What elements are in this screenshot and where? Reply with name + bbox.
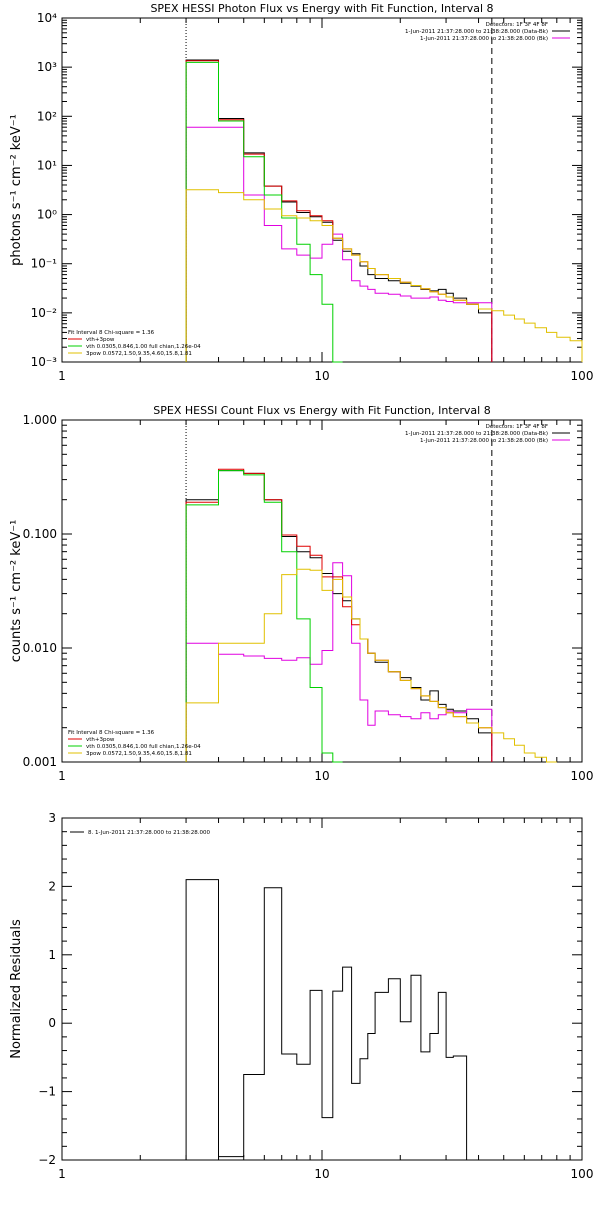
x-tick-label: 1	[58, 369, 66, 383]
legend-bottom-left-text: Fit Interval 8 Chi-square = 1.36	[68, 330, 155, 336]
series-vth	[185, 61, 343, 363]
series-3pow	[185, 189, 583, 362]
y-tick-label: 10³	[37, 60, 57, 74]
legend-top-right-text: 1-Jun-2011 21:37:28.000 to 21:38:28.000 …	[405, 29, 548, 35]
y-tick-label: 10⁴	[37, 11, 57, 25]
y-tick-label: 10⁰	[37, 208, 57, 222]
chart-count: SPEX HESSI Count Flux vs Energy with Fit…	[9, 404, 593, 783]
chart-residuals: 1 10 100 −2 −1 0 1 2 3 Normalized Residuals 8. 1-J…	[9, 811, 593, 1181]
legend-top-right-text: 1-Jun-2011 21:37:28.000 to 21:38:28.000 …	[420, 36, 548, 42]
legend-top-right-text: 1-Jun-2011 21:37:28.000 to 21:38:28.000 …	[405, 431, 548, 437]
legend-top-right-text: 1-Jun-2011 21:37:28.000 to 21:38:28.000 …	[420, 438, 548, 444]
legend-bottom-left-text: Fit Interval 8 Chi-square = 1.36	[68, 730, 155, 736]
y-tick-label: 10⁻³	[31, 355, 58, 369]
x-tick-label: 10	[314, 1167, 329, 1181]
y-axis-label: photons s⁻¹ cm⁻² keV⁻¹	[9, 114, 24, 266]
series-3pow	[185, 568, 557, 763]
chart-title: SPEX HESSI Photon Flux vs Energy with Fi…	[150, 2, 493, 15]
y-tick-label: 1.000	[23, 413, 57, 427]
y-tick-label: 0.100	[23, 527, 57, 541]
y-tick-label: 1	[48, 948, 56, 962]
x-tick-label: 1	[58, 1167, 66, 1181]
chart-title: SPEX HESSI Count Flux vs Energy with Fit…	[153, 404, 490, 417]
series-vth	[185, 470, 343, 763]
y-tick-label: 10²	[37, 109, 57, 123]
y-tick-label: −2	[38, 1153, 56, 1167]
series-bk	[185, 562, 493, 762]
y-tick-label: 0.010	[23, 641, 57, 655]
legend-bottom-left-text: vth+3pow	[86, 337, 115, 343]
y-axis-label: Normalized Residuals	[9, 919, 24, 1059]
x-tick-label: 10	[314, 369, 329, 383]
y-tick-label: 10⁻²	[31, 306, 58, 320]
y-tick-label: 3	[48, 811, 56, 825]
legend-top-right-text: Detectors: 1F 3F 4F 8F	[486, 22, 548, 28]
series-8-	[185, 879, 468, 1160]
series-data-bk	[185, 470, 493, 762]
y-tick-label: 10¹	[37, 158, 57, 172]
x-tick-label: 10	[314, 769, 329, 783]
legend-bottom-left-text: 3pow 0.0572,1.50,9.35,4.60,15.8,1.81	[86, 351, 192, 357]
y-tick-label: 10⁻¹	[31, 257, 58, 271]
series-vth-3pow	[185, 60, 493, 362]
x-tick-label: 100	[571, 1167, 594, 1181]
y-tick-label: 0	[48, 1016, 56, 1030]
y-axis-label: counts s⁻¹ cm⁻² keV⁻¹	[9, 520, 24, 663]
legend-top-left-text: 8. 1-Jun-2011 21:37:28.000 to 21:38:28.0…	[88, 830, 211, 836]
series-data-bk	[185, 59, 493, 362]
series-vth-3pow	[185, 468, 493, 762]
legend-bottom-left-text: vth 0.0305,0.846,1.00 full chian,1.26e-0…	[86, 344, 201, 350]
y-tick-label: 2	[48, 879, 56, 893]
x-tick-label: 100	[571, 369, 594, 383]
x-tick-label: 100	[571, 769, 594, 783]
y-tick-label: 0.001	[23, 755, 57, 769]
legend-bottom-left-text: 3pow 0.0572,1.50,9.35,4.60,15.8,1.81	[86, 751, 192, 757]
legend-bottom-left-text: vth+3pow	[86, 737, 115, 743]
legend-bottom-left-text: vth 0.0305,0.846,1.00 full chian,1.26e-0…	[86, 744, 201, 750]
series-bk	[185, 126, 493, 362]
chart-photon: SPEX HESSI Photon Flux vs Energy with Fi…	[9, 2, 593, 383]
legend-top-right-text: Detectors: 1F 3F 4F 8F	[486, 424, 548, 430]
x-tick-label: 1	[58, 769, 66, 783]
y-tick-label: −1	[38, 1085, 56, 1099]
